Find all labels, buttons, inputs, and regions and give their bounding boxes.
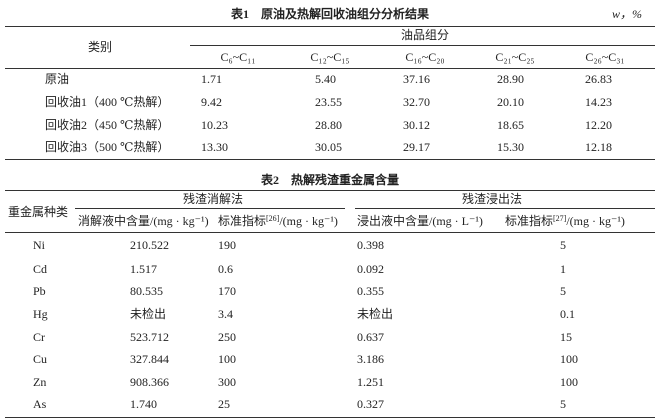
header-text: 标准指标 bbox=[218, 214, 267, 228]
cell: 15 bbox=[560, 330, 572, 344]
cell: 26.83 bbox=[585, 72, 612, 86]
citation: [26] bbox=[266, 214, 280, 223]
rule bbox=[355, 208, 655, 209]
cell: 20.10 bbox=[497, 95, 524, 109]
cell: 30.12 bbox=[403, 118, 430, 132]
rule bbox=[190, 45, 655, 46]
rule bbox=[75, 208, 345, 209]
rule bbox=[5, 26, 655, 27]
cell: 未检出 bbox=[130, 307, 167, 321]
cell: 0.398 bbox=[357, 238, 384, 252]
row-label: 回收油1（400 ℃热解） bbox=[45, 95, 170, 109]
column-header: 残渣消解法 bbox=[182, 192, 244, 206]
unit-label: w，% bbox=[612, 7, 643, 21]
cell: 未检出 bbox=[357, 307, 394, 321]
rule bbox=[5, 417, 655, 418]
cell: 5.40 bbox=[315, 72, 336, 86]
cell: 37.16 bbox=[403, 72, 430, 86]
cell: 210.522 bbox=[130, 238, 169, 252]
header-text: 标准指标 bbox=[505, 214, 554, 228]
cell: 3.186 bbox=[357, 352, 384, 366]
cell: 25 bbox=[218, 397, 230, 411]
cell: 14.23 bbox=[585, 95, 612, 109]
table-title: 表1 原油及热解回收油组分分析结果 bbox=[230, 7, 430, 21]
cell: 100 bbox=[218, 352, 236, 366]
header-unit: /(mg · kg⁻¹) bbox=[566, 214, 625, 228]
column-header: 重金属种类 bbox=[7, 205, 69, 219]
cell: 0.327 bbox=[357, 397, 384, 411]
cell: 100 bbox=[560, 375, 578, 389]
column-header: C₁₂~C₁₅ bbox=[310, 50, 350, 64]
cell: 100 bbox=[560, 352, 578, 366]
cell: 9.42 bbox=[201, 95, 222, 109]
header-unit: /(mg · kg⁻¹) bbox=[279, 214, 338, 228]
column-header: 浸出液中含量/(mg · L⁻¹) bbox=[357, 214, 483, 228]
column-header: 类别 bbox=[87, 40, 113, 54]
cell: 327.844 bbox=[130, 352, 169, 366]
cell: 300 bbox=[218, 375, 236, 389]
cell: 80.535 bbox=[130, 284, 163, 298]
row-label: Zn bbox=[33, 375, 47, 389]
cell: 5 bbox=[560, 397, 566, 411]
cell: 28.90 bbox=[497, 72, 524, 86]
cell: 28.80 bbox=[315, 118, 342, 132]
header-text: 浸出液中含量/(mg · L⁻¹) bbox=[357, 214, 483, 228]
cell: 23.55 bbox=[315, 95, 342, 109]
cell: 1.71 bbox=[201, 72, 222, 86]
table-title: 表2 热解残渣重金属含量 bbox=[260, 173, 400, 187]
cell: 15.30 bbox=[497, 140, 524, 154]
cell: 0.637 bbox=[357, 330, 384, 344]
cell: 0.6 bbox=[218, 262, 233, 276]
cell: 30.05 bbox=[315, 140, 342, 154]
cell: 908.366 bbox=[130, 375, 169, 389]
cell: 32.70 bbox=[403, 95, 430, 109]
rule bbox=[5, 190, 655, 191]
cell: 190 bbox=[218, 238, 236, 252]
rule bbox=[5, 232, 655, 233]
cell: 5 bbox=[560, 238, 566, 252]
cell: 1 bbox=[560, 262, 566, 276]
column-header: 油品组分 bbox=[400, 28, 450, 42]
citation: [27] bbox=[553, 214, 567, 223]
column-header: 标准指标[27]/(mg · kg⁻¹) bbox=[505, 214, 625, 228]
column-header: 消解液中含量/(mg · kg⁻¹) bbox=[78, 214, 209, 228]
row-label: Cr bbox=[33, 330, 45, 344]
column-header: C₂₆~C₃₁ bbox=[585, 50, 625, 64]
cell: 10.23 bbox=[201, 118, 228, 132]
row-label: As bbox=[33, 397, 47, 411]
cell: 0.1 bbox=[560, 307, 575, 321]
cell: 12.20 bbox=[585, 118, 612, 132]
cell: 0.092 bbox=[357, 262, 384, 276]
column-header: C₂₁~C₂₅ bbox=[495, 50, 535, 64]
cell: 12.18 bbox=[585, 140, 612, 154]
row-label: 回收油2（450 ℃热解） bbox=[45, 118, 170, 132]
cell: 0.355 bbox=[357, 284, 384, 298]
rule bbox=[5, 159, 655, 160]
cell: 5 bbox=[560, 284, 566, 298]
cell: 170 bbox=[218, 284, 236, 298]
row-label: Cd bbox=[33, 262, 48, 276]
cell: 1.251 bbox=[357, 375, 384, 389]
cell: 250 bbox=[218, 330, 236, 344]
cell: 18.65 bbox=[497, 118, 524, 132]
row-label: 回收油3（500 ℃热解） bbox=[45, 140, 170, 154]
column-header: 标准指标[26]/(mg · kg⁻¹) bbox=[218, 214, 338, 228]
cell: 1.517 bbox=[130, 262, 157, 276]
cell: 523.712 bbox=[130, 330, 169, 344]
row-label: Cu bbox=[33, 352, 48, 366]
row-label: Ni bbox=[33, 238, 45, 252]
column-header: 残渣浸出法 bbox=[461, 192, 523, 206]
header-text: 消解液中含量/(mg · kg⁻¹) bbox=[78, 214, 209, 228]
column-header: C₁₆~C₂₀ bbox=[405, 50, 445, 64]
row-label: Pb bbox=[33, 284, 46, 298]
cell: 3.4 bbox=[218, 307, 233, 321]
rule bbox=[5, 68, 655, 69]
row-label: Hg bbox=[33, 307, 48, 321]
row-label: 原油 bbox=[45, 72, 70, 86]
column-header: C₆~C₁₁ bbox=[220, 50, 256, 64]
cell: 1.740 bbox=[130, 397, 157, 411]
cell: 13.30 bbox=[201, 140, 228, 154]
cell: 29.17 bbox=[403, 140, 430, 154]
